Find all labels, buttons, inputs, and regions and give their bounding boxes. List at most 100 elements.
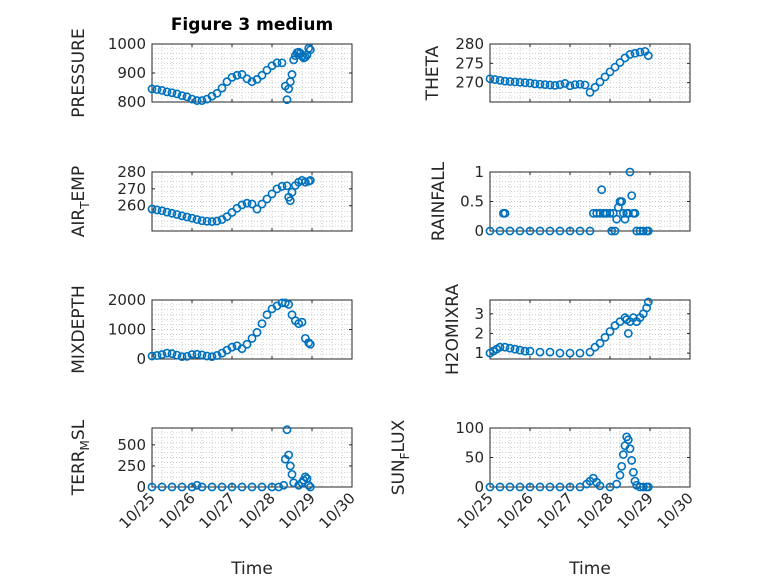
data-point	[182, 351, 192, 361]
data-point	[305, 45, 315, 55]
data-point	[237, 482, 247, 492]
data-point	[279, 480, 289, 490]
x-axis-label: Time	[568, 559, 611, 579]
y-axis-label: MIXDEPTH	[69, 285, 89, 374]
data-point	[172, 210, 182, 219]
data-point	[575, 226, 585, 236]
data-point	[192, 215, 202, 224]
data-point	[197, 482, 207, 492]
grid	[489, 171, 691, 232]
data-point	[535, 347, 545, 357]
data-point	[285, 196, 295, 206]
data-point	[257, 70, 267, 80]
series-markers	[485, 297, 653, 358]
data-point	[305, 176, 315, 185]
data-point	[272, 184, 282, 194]
data-point	[615, 470, 625, 480]
data-point	[555, 348, 565, 358]
data-point	[284, 450, 294, 460]
data-point	[304, 338, 314, 348]
data-point	[242, 198, 252, 208]
data-point	[605, 67, 615, 77]
data-point	[227, 342, 237, 352]
y-tick-label: 275	[455, 54, 484, 72]
x-tick-label: 10/26	[494, 489, 537, 532]
grid	[151, 427, 353, 488]
data-point	[182, 212, 192, 222]
data-point	[304, 480, 314, 490]
data-point	[505, 343, 515, 353]
y-tick-label: 280	[455, 35, 484, 53]
data-point	[643, 51, 653, 60]
axes-box	[489, 299, 691, 360]
data-point	[147, 351, 157, 361]
data-point	[285, 77, 295, 87]
data-point	[500, 208, 510, 218]
data-point	[643, 482, 653, 492]
data-point	[585, 226, 595, 236]
data-point	[495, 75, 505, 85]
series-markers	[147, 43, 315, 105]
data-point	[305, 339, 315, 349]
data-point	[304, 43, 314, 53]
y-axis-label: PRESSURE	[69, 28, 89, 117]
data-point	[612, 214, 622, 224]
data-point	[285, 461, 295, 471]
data-point	[565, 482, 575, 492]
data-point	[555, 482, 565, 492]
data-point	[274, 482, 284, 492]
data-point	[252, 328, 262, 337]
series-markers	[485, 432, 653, 492]
y-tick-label: 1	[474, 344, 484, 362]
data-point	[610, 226, 620, 236]
data-point	[277, 181, 287, 191]
data-point	[192, 96, 202, 105]
data-point	[177, 211, 187, 221]
data-point	[618, 450, 628, 459]
data-point	[515, 226, 525, 236]
data-point	[272, 58, 282, 68]
data-point	[623, 329, 633, 338]
subplot-terr-msl: 025050010/2510/2610/2710/2810/2910/30Tim…	[69, 419, 359, 579]
data-point	[197, 350, 207, 360]
data-point	[617, 197, 627, 206]
data-point	[172, 89, 182, 99]
data-point	[262, 194, 272, 204]
data-point	[642, 303, 652, 313]
data-point	[147, 84, 157, 94]
data-point	[630, 476, 640, 486]
data-point	[643, 297, 653, 307]
data-point	[610, 62, 620, 72]
data-point	[605, 208, 615, 218]
y-axis-label: THETA	[423, 45, 443, 101]
series-markers	[485, 167, 653, 236]
data-point	[575, 79, 585, 89]
data-point	[565, 348, 575, 358]
data-point	[289, 478, 299, 488]
data-point	[177, 91, 187, 101]
data-point	[628, 467, 638, 477]
x-tick-label: 10/26	[156, 489, 199, 532]
x-tick-label: 10/29	[614, 489, 657, 532]
data-point	[595, 481, 605, 491]
y-tick-label: 800	[117, 93, 146, 111]
data-point	[643, 226, 653, 236]
data-point	[617, 461, 627, 471]
y-axis-label: RAINFALL	[429, 161, 449, 241]
y-tick-label: 250	[117, 457, 146, 475]
data-point	[287, 469, 297, 479]
data-point	[257, 199, 267, 209]
data-point	[525, 78, 535, 88]
data-point	[152, 205, 162, 215]
data-point	[495, 342, 505, 352]
grid	[489, 299, 691, 360]
data-point	[510, 77, 520, 87]
data-point	[217, 482, 227, 492]
data-point	[197, 216, 207, 226]
data-point	[530, 79, 540, 89]
data-point	[635, 47, 645, 57]
data-point	[505, 226, 515, 236]
data-point	[167, 208, 177, 218]
y-tick-label: 0	[136, 478, 146, 496]
data-point	[570, 80, 580, 89]
